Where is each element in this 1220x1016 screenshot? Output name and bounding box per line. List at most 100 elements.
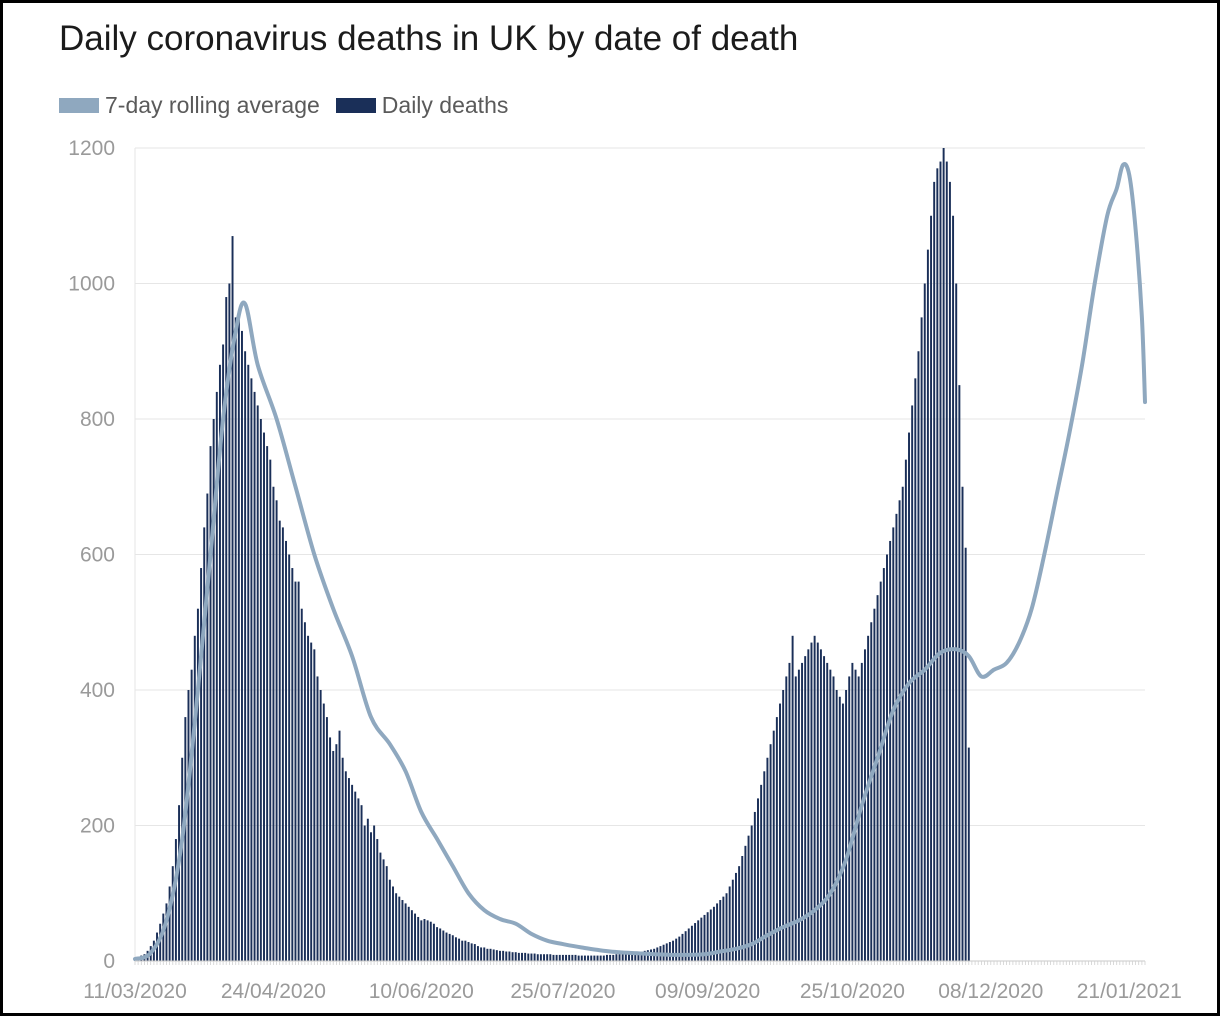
daily-deaths-bar <box>602 955 605 961</box>
daily-deaths-bar <box>533 953 536 961</box>
daily-deaths-bar <box>926 249 929 962</box>
daily-deaths-bar <box>835 690 838 961</box>
x-tick-label: 25/07/2020 <box>510 980 615 1003</box>
daily-deaths-bar <box>879 581 882 961</box>
daily-deaths-bar <box>429 921 432 961</box>
daily-deaths-bar <box>851 662 854 961</box>
daily-deaths-bar <box>675 938 678 961</box>
daily-deaths-bar <box>923 283 926 961</box>
daily-deaths-bar <box>848 676 851 961</box>
daily-deaths-bar <box>470 943 473 961</box>
daily-deaths-bar <box>222 344 225 962</box>
daily-deaths-bar <box>791 635 794 961</box>
chart-plot: 0 200 400 600 800 1000 1200 11/03/2020 24/04/20… <box>68 137 1182 1003</box>
daily-deaths-bar <box>291 568 294 961</box>
daily-deaths-bar <box>354 791 357 962</box>
daily-deaths-bar <box>687 928 690 961</box>
daily-deaths-bar <box>615 954 618 961</box>
daily-deaths-bar <box>628 953 630 961</box>
daily-deaths-bar <box>895 513 898 961</box>
daily-deaths-bar <box>678 936 681 961</box>
daily-deaths-bars <box>134 148 970 962</box>
legend-label-daily-deaths: Daily deaths <box>381 92 509 118</box>
daily-deaths-bar <box>760 784 763 961</box>
daily-deaths-bar <box>338 730 341 961</box>
daily-deaths-bar <box>310 642 313 961</box>
daily-deaths-bar <box>574 954 577 961</box>
daily-deaths-bar <box>269 459 272 961</box>
daily-deaths-bar <box>215 391 218 961</box>
daily-deaths-bar <box>920 317 923 962</box>
daily-deaths-bar <box>801 662 804 961</box>
daily-deaths-bar <box>174 839 177 961</box>
daily-deaths-bar <box>410 910 413 961</box>
daily-deaths-bar <box>747 835 750 961</box>
daily-deaths-bar <box>489 948 492 961</box>
daily-deaths-bar <box>697 920 700 961</box>
x-tick-label: 11/03/2020 <box>83 980 187 1003</box>
daily-deaths-bar <box>961 486 964 961</box>
daily-deaths-bar <box>952 215 955 961</box>
daily-deaths-bar <box>253 391 256 961</box>
daily-deaths-bar <box>524 952 527 961</box>
daily-deaths-bar <box>294 581 297 961</box>
daily-deaths-bar <box>244 351 247 961</box>
daily-deaths-bar <box>568 954 571 961</box>
daily-deaths-bar <box>763 771 766 961</box>
daily-deaths-bar <box>609 954 612 961</box>
daily-deaths-bar <box>492 949 495 961</box>
daily-deaths-bar <box>543 954 546 961</box>
daily-deaths-bar <box>536 954 539 961</box>
daily-deaths-bar <box>480 947 483 961</box>
daily-deaths-bar <box>206 493 209 961</box>
daily-deaths-bar <box>596 955 599 961</box>
daily-deaths-bar <box>725 893 728 961</box>
daily-deaths-bar <box>672 940 675 961</box>
daily-deaths-bar <box>722 896 725 961</box>
daily-deaths-bar <box>517 952 520 961</box>
daily-deaths-bar <box>461 940 464 961</box>
daily-deaths-bar <box>558 954 561 961</box>
daily-deaths-bar <box>587 955 590 961</box>
daily-deaths-bar <box>539 954 542 961</box>
daily-deaths-bar <box>845 690 848 961</box>
daily-deaths-bar <box>703 914 706 961</box>
daily-deaths-bar <box>605 954 608 961</box>
daily-deaths-bar <box>863 649 866 961</box>
daily-deaths-bar <box>426 920 429 961</box>
daily-deaths-bar <box>297 581 300 961</box>
daily-deaths-bar <box>360 805 363 961</box>
daily-deaths-bar <box>313 649 316 961</box>
daily-deaths-bar <box>593 955 596 961</box>
daily-deaths-bar <box>467 942 470 961</box>
daily-deaths-bar <box>263 432 265 961</box>
daily-deaths-bar <box>914 378 917 962</box>
daily-deaths-bar <box>665 943 668 961</box>
daily-deaths-bar <box>165 903 168 961</box>
daily-deaths-bar <box>275 500 278 961</box>
daily-deaths-bar <box>335 744 338 961</box>
daily-deaths-bar <box>867 635 870 961</box>
daily-deaths-bar <box>945 161 948 962</box>
daily-deaths-bar <box>788 662 791 961</box>
daily-deaths-bar <box>832 676 835 961</box>
daily-deaths-bar <box>495 950 498 961</box>
daily-deaths-bar <box>190 669 193 961</box>
daily-deaths-bar <box>322 703 325 961</box>
legend-swatch-daily-deaths <box>335 98 376 113</box>
daily-deaths-bar <box>228 283 231 961</box>
daily-deaths-bar <box>668 942 671 961</box>
daily-deaths-bar <box>266 446 269 962</box>
daily-deaths-bar <box>319 690 322 961</box>
daily-deaths-bar <box>250 378 253 962</box>
daily-deaths-bar <box>738 866 741 961</box>
daily-deaths-bar <box>577 955 580 961</box>
daily-deaths-bar <box>278 520 281 962</box>
daily-deaths-bar <box>316 676 319 961</box>
daily-deaths-bar <box>908 432 910 961</box>
daily-deaths-bar <box>366 818 369 961</box>
daily-deaths-bar <box>561 954 564 961</box>
daily-deaths-bar <box>445 932 448 961</box>
daily-deaths-bar <box>813 635 816 961</box>
daily-deaths-bar <box>193 635 196 961</box>
